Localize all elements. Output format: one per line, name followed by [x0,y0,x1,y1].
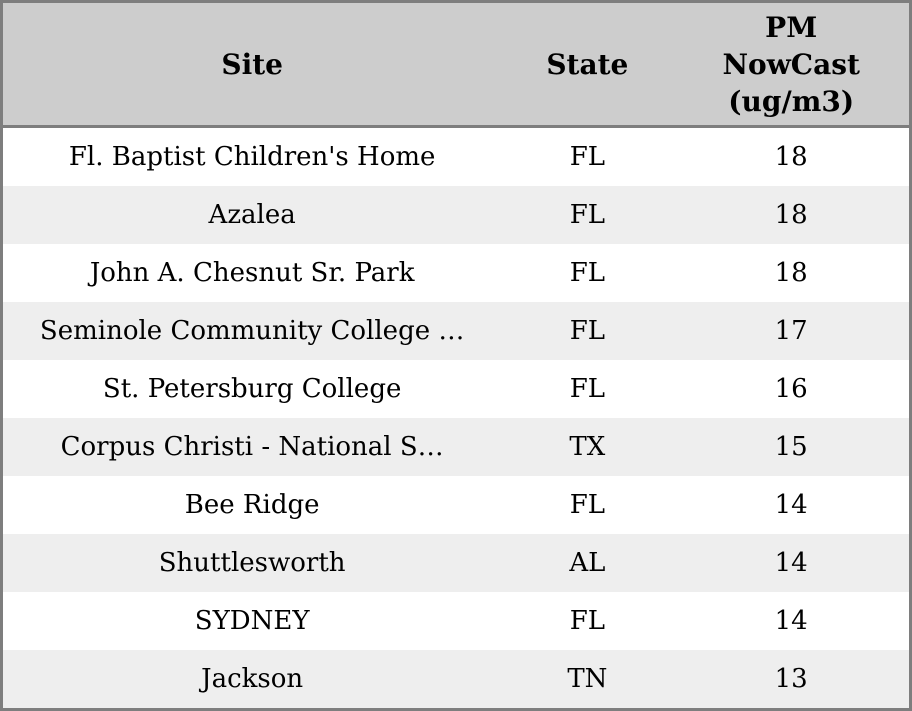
table-row: Jackson TN 13 [3,650,909,708]
column-header-state: State [501,3,673,125]
pm-value-cell: 13 [774,664,808,694]
table-row: Corpus Christi - National S… TX 15 [3,418,909,476]
site-cell: Jackson [201,664,304,694]
state-cell: FL [569,316,606,346]
site-cell: Seminole Community College … [39,316,465,346]
state-cell: FL [569,490,606,520]
site-cell: Shuttlesworth [158,548,346,578]
pm-value-cell: 17 [774,316,808,346]
table-row: Seminole Community College … FL 17 [3,302,909,360]
table-row: Azalea FL 18 [3,186,909,244]
state-cell: AL [569,548,606,578]
table-row: Shuttlesworth AL 14 [3,534,909,592]
pm-value-cell: 18 [774,258,808,288]
pm-value-cell: 15 [774,432,808,462]
pm-value-cell: 16 [774,374,808,404]
state-cell: FL [569,200,606,230]
table-row: Bee Ridge FL 14 [3,476,909,534]
site-cell: St. Petersburg College [102,374,402,404]
site-cell: Bee Ridge [184,490,320,520]
site-cell: Azalea [208,200,296,230]
column-header-pm-nowcast: PM NowCast (ug/m3) [673,3,909,125]
site-cell: SYDNEY [194,606,310,636]
pm-value-cell: 18 [774,142,808,172]
site-cell: John A. Chesnut Sr. Park [89,258,415,288]
column-header-state-label: State [546,47,629,81]
table-row: St. Petersburg College FL 16 [3,360,909,418]
column-header-pm-nowcast-label: PM NowCast (ug/m3) [722,10,860,118]
pm-value-cell: 14 [774,548,808,578]
column-header-site-label: Site [221,47,283,81]
state-cell: FL [569,142,606,172]
state-cell: FL [569,374,606,404]
state-cell: FL [569,258,606,288]
table-row: Fl. Baptist Children's Home FL 18 [3,128,909,186]
site-cell: Fl. Baptist Children's Home [68,142,436,172]
site-cell: Corpus Christi - National S… [60,432,444,462]
table-row: John A. Chesnut Sr. Park FL 18 [3,244,909,302]
column-header-site: Site [3,3,501,125]
state-cell: TN [567,664,608,694]
state-cell: TX [569,432,606,462]
pm-value-cell: 14 [774,606,808,636]
table-header: Site State PM NowCast (ug/m3) [3,3,909,128]
pm-value-cell: 18 [774,200,808,230]
state-cell: FL [569,606,606,636]
table-row: SYDNEY FL 14 [3,592,909,650]
pm-value-cell: 14 [774,490,808,520]
